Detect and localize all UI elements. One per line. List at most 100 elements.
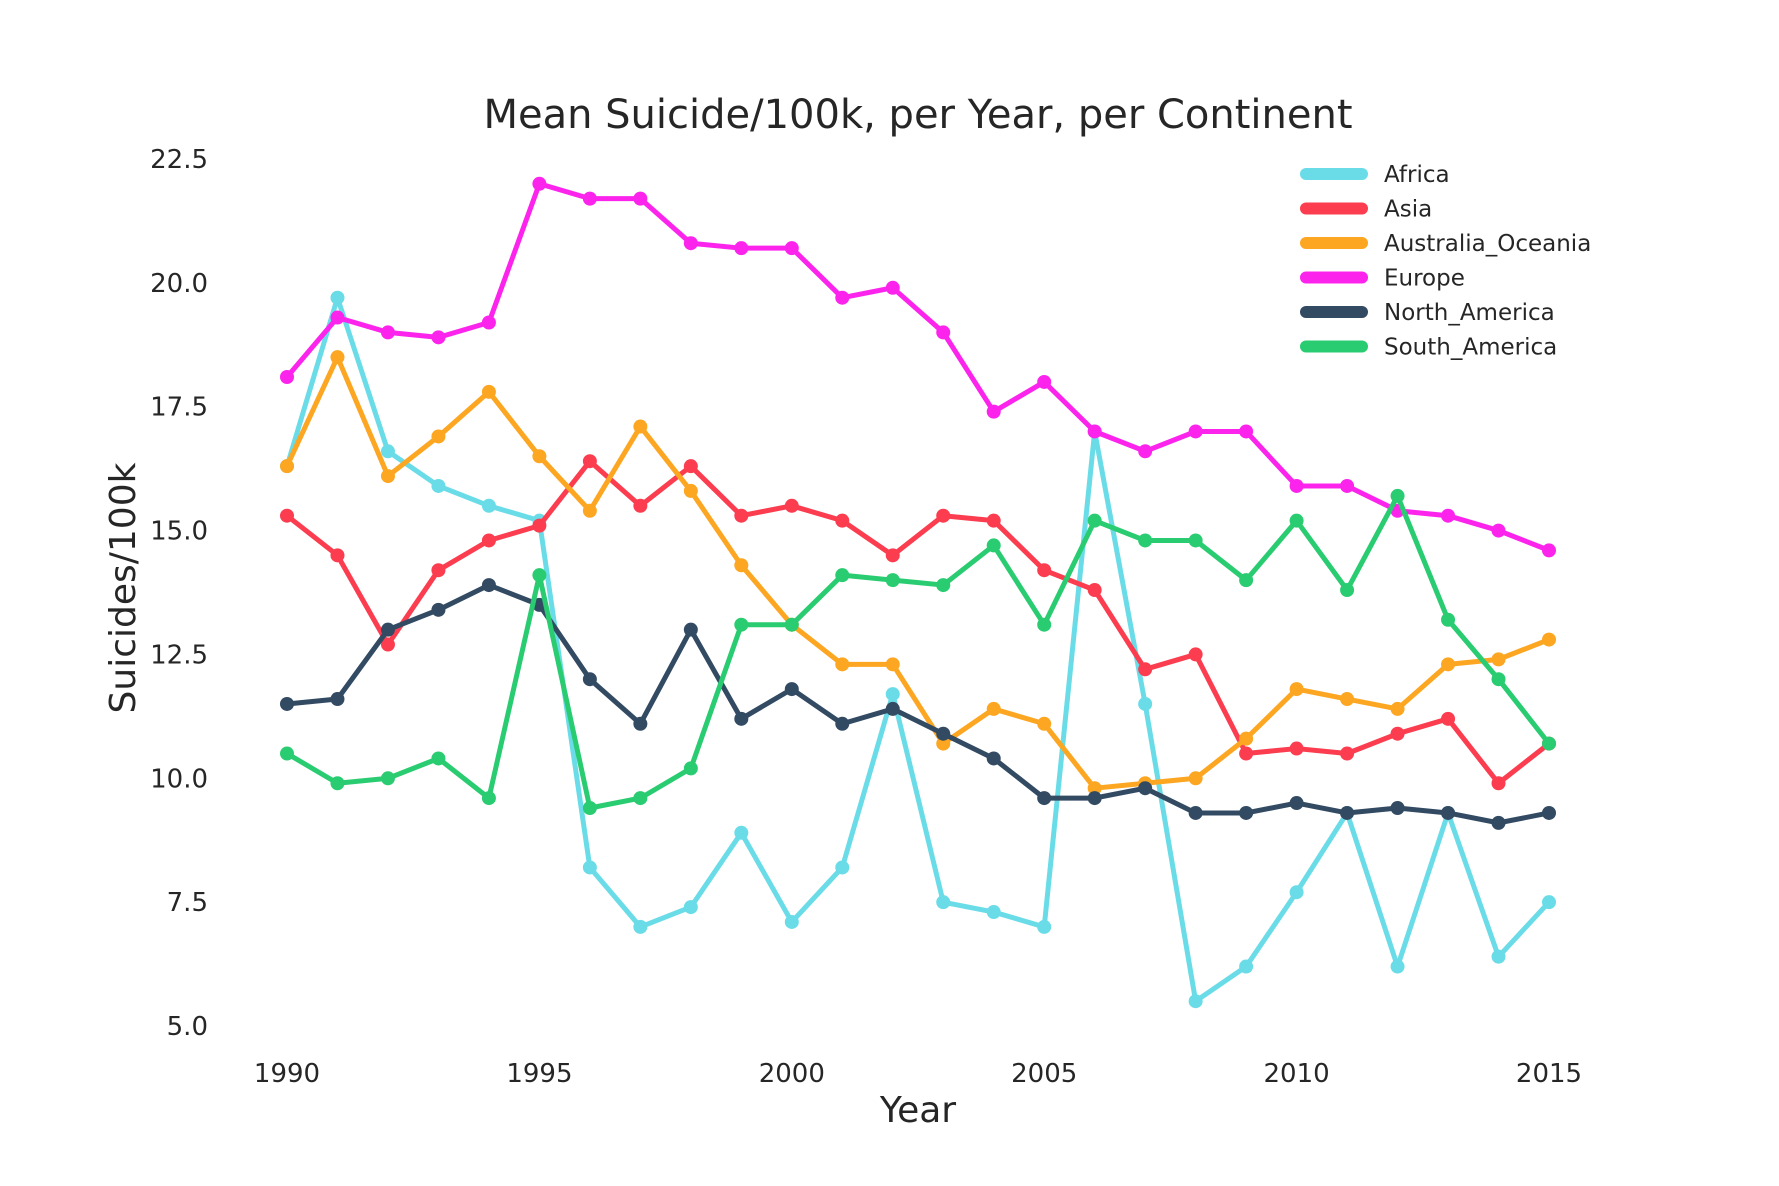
data-point — [1340, 805, 1355, 820]
data-point — [936, 736, 951, 751]
series-line — [284, 582, 1552, 826]
data-point — [1188, 424, 1203, 439]
data-point — [380, 622, 395, 637]
data-point — [1037, 617, 1052, 632]
data-point — [1087, 583, 1102, 598]
y-tick-label: 5.0 — [167, 1012, 208, 1042]
data-point — [1037, 563, 1052, 578]
x-tick-label: 2010 — [1264, 1059, 1330, 1089]
y-tick-label: 22.5 — [150, 145, 208, 175]
data-point — [986, 513, 1001, 528]
legend-item: Australia_Oceania — [1300, 231, 1591, 257]
data-point — [1037, 791, 1052, 806]
legend-label: Africa — [1384, 162, 1450, 188]
data-point — [431, 478, 446, 493]
data-point — [1491, 652, 1506, 667]
data-point — [835, 657, 850, 672]
x-axis-title: Year — [879, 1090, 956, 1131]
data-point — [734, 508, 749, 523]
legend-item: North_America — [1300, 300, 1555, 326]
data-point — [986, 751, 1001, 766]
legend: Africa Asia Australia_Oceania Europe North_A… — [1300, 162, 1591, 361]
data-point — [1037, 919, 1052, 934]
data-point — [885, 657, 900, 672]
data-point — [481, 315, 496, 330]
data-point — [1441, 508, 1456, 523]
x-tick-label: 2005 — [1011, 1059, 1077, 1089]
legend-label: North_America — [1384, 300, 1555, 326]
x-tick-label: 2000 — [759, 1059, 825, 1089]
data-point — [633, 498, 648, 513]
data-point — [936, 325, 951, 340]
data-point — [835, 513, 850, 528]
data-point — [683, 622, 698, 637]
data-point — [1340, 583, 1355, 598]
data-point — [1441, 805, 1456, 820]
data-point — [986, 701, 1001, 716]
data-point — [1037, 716, 1052, 731]
y-tick-label: 10.0 — [150, 764, 208, 794]
data-point — [1390, 488, 1405, 503]
data-point — [683, 900, 698, 915]
data-point — [280, 459, 294, 474]
data-point — [481, 533, 496, 548]
data-point — [582, 503, 597, 518]
data-point — [1087, 513, 1102, 528]
data-point — [835, 568, 850, 583]
data-point — [431, 751, 446, 766]
data-point — [1239, 424, 1254, 439]
data-point — [734, 558, 749, 573]
data-point — [582, 672, 597, 687]
data-point — [1188, 771, 1203, 786]
data-point — [936, 895, 951, 910]
data-point — [1390, 726, 1405, 741]
x-tick-label: 2015 — [1516, 1059, 1582, 1089]
data-point — [1390, 701, 1405, 716]
y-axis-ticks: 5.0 7.5 10.0 12.5 15.0 17.5 20.0 22.5 — [150, 145, 208, 1042]
series-South_America — [280, 488, 1556, 816]
data-point — [633, 419, 648, 434]
data-point — [633, 716, 648, 731]
data-point — [1087, 791, 1102, 806]
data-point — [885, 573, 900, 588]
data-point — [683, 761, 698, 776]
data-point — [633, 919, 648, 934]
data-point — [1289, 885, 1304, 900]
x-tick-label: 1995 — [506, 1059, 572, 1089]
data-point — [1390, 959, 1405, 974]
data-point — [582, 454, 597, 469]
data-point — [734, 241, 749, 256]
series-line — [284, 493, 1552, 811]
data-point — [784, 914, 799, 929]
data-point — [835, 860, 850, 875]
x-axis-ticks: 1990 1995 2000 2005 2010 2015 — [254, 1059, 1582, 1089]
data-point — [330, 350, 345, 365]
x-tick-label: 1990 — [254, 1059, 320, 1089]
data-point — [380, 637, 395, 652]
data-point — [330, 310, 345, 325]
data-point — [582, 191, 597, 206]
data-point — [330, 290, 345, 305]
data-point — [431, 429, 446, 444]
data-point — [1542, 543, 1556, 558]
data-point — [1491, 523, 1506, 538]
data-point — [683, 483, 698, 498]
data-point — [1138, 444, 1153, 459]
legend-label: Europe — [1384, 266, 1465, 292]
data-point — [532, 518, 547, 533]
data-point — [1188, 647, 1203, 662]
data-point — [1542, 632, 1556, 647]
data-point — [1340, 692, 1355, 707]
y-axis-title: Suicides/100k — [103, 462, 144, 713]
data-point — [280, 508, 294, 523]
data-point — [1037, 374, 1052, 389]
data-point — [1239, 959, 1254, 974]
data-point — [1138, 696, 1153, 711]
data-point — [582, 801, 597, 816]
y-tick-label: 20.0 — [150, 269, 208, 299]
data-point — [280, 369, 294, 384]
y-tick-label: 17.5 — [150, 393, 208, 423]
data-point — [633, 791, 648, 806]
series-line — [284, 181, 1552, 553]
